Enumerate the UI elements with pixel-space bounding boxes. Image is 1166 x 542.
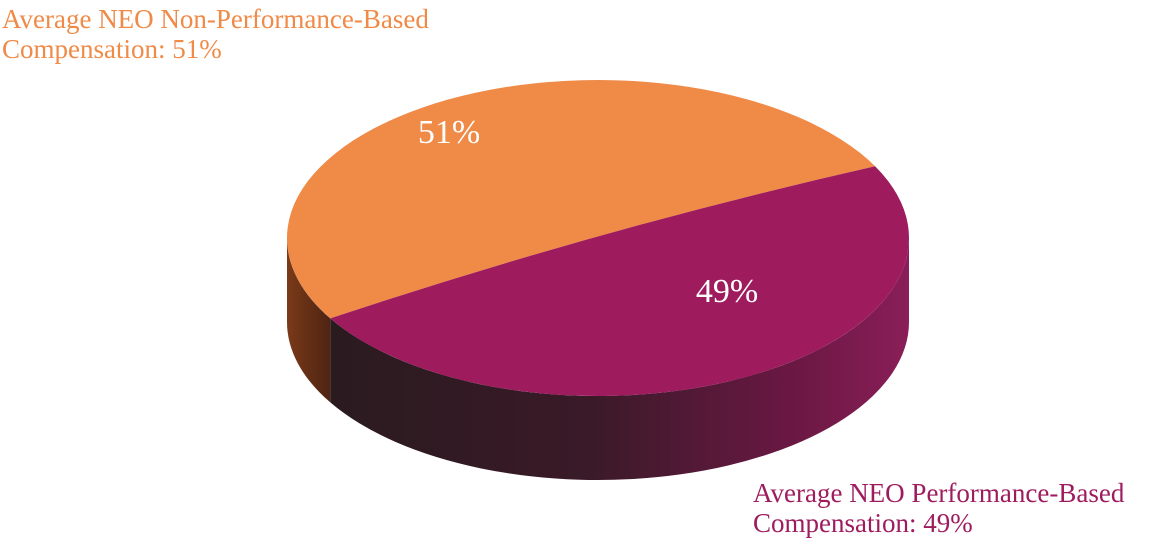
pie-side-performance <box>330 238 910 481</box>
slice-value-label-performance: 49% <box>696 273 758 310</box>
callout-performance-line-1: Average NEO Performance-Based <box>753 478 1125 508</box>
pie-side-non-performance <box>287 238 331 403</box>
callout-non-performance-line-2: Compensation: 51% <box>2 34 222 64</box>
callout-performance-line-2: Compensation: 49% <box>753 508 973 538</box>
pie-slice-non-performance <box>287 80 876 319</box>
callout-performance: Average NEO Performance-Based Compensati… <box>753 478 1124 538</box>
pie-tops <box>287 80 910 397</box>
callout-non-performance-line-1: Average NEO Non-Performance-Based <box>2 4 429 34</box>
callout-non-performance: Average NEO Non-Performance-Based Compen… <box>2 4 429 64</box>
slice-labels: 51% 49% <box>418 114 758 310</box>
pie-sides <box>287 238 910 481</box>
slice-value-label-non-performance: 51% <box>418 114 480 151</box>
pie-slice-performance <box>330 166 910 397</box>
